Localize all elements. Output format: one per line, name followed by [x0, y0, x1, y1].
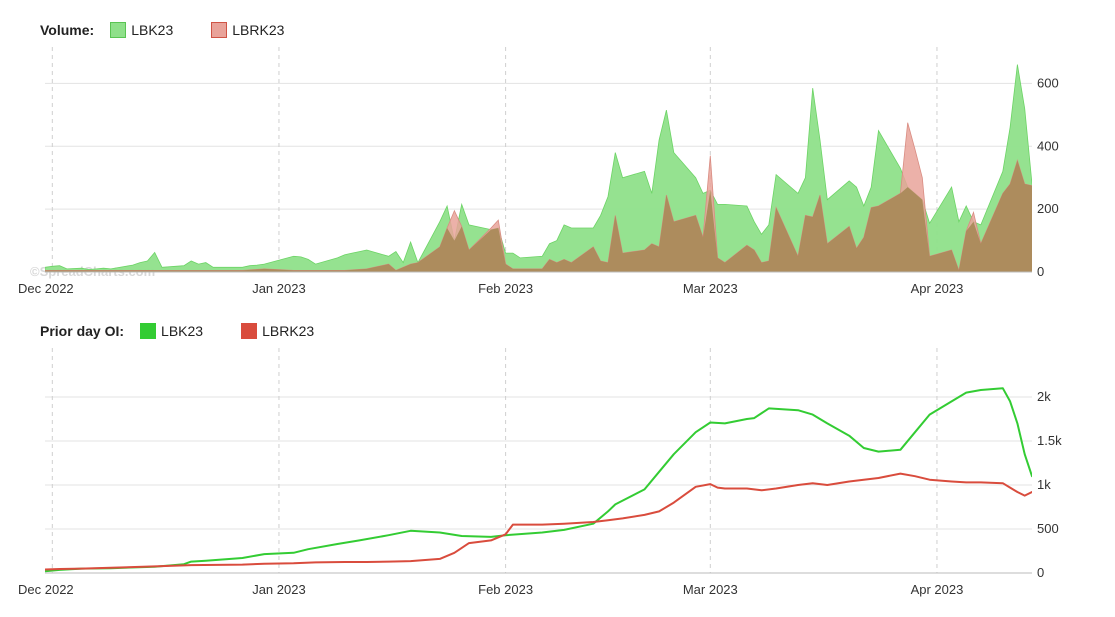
volume-plot-area [45, 64, 1032, 272]
y-tick-label: 1.5k [1037, 433, 1062, 448]
x-tick-label: Jan 2023 [252, 281, 306, 296]
legend-label-lbk23: LBK23 [131, 22, 174, 38]
x-tick-label: Mar 2023 [683, 281, 738, 296]
legend-item-lbk23-volume[interactable]: LBK23 [110, 22, 173, 38]
legend-item-lbrk23-volume[interactable]: LBRK23 [211, 22, 284, 38]
y-tick-label: 0 [1037, 264, 1044, 279]
y-tick-label: 1k [1037, 477, 1051, 492]
legend-swatch-lbrk23 [241, 323, 258, 339]
x-tick-label: Apr 2023 [911, 281, 964, 296]
y-tick-label: 200 [1037, 201, 1059, 216]
x-tick-label: Dec 2022 [18, 281, 74, 296]
oi-legend: Prior day OI: LBK23 LBRK23 [40, 321, 352, 341]
y-tick-label: 400 [1037, 138, 1059, 153]
oi-line-lbrk23 [45, 472, 1032, 571]
volume-legend: Volume: LBK23 LBRK23 [40, 20, 322, 40]
x-tick-label: Feb 2023 [478, 281, 533, 296]
legend-item-lbrk23-oi[interactable]: LBRK23 [241, 323, 314, 339]
volume-overlap-area [45, 160, 1032, 272]
x-tick-label: Apr 2023 [911, 582, 964, 597]
x-tick-label: Jan 2023 [252, 582, 306, 597]
y-tick-label: 500 [1037, 521, 1059, 536]
oi-line-lbk23 [45, 387, 1032, 573]
legend-label-lbrk23: LBRK23 [232, 22, 285, 38]
y-tick-label: 0 [1037, 565, 1044, 580]
legend-label-lbk23: LBK23 [161, 323, 204, 339]
oi-plot-area [45, 387, 1032, 573]
legend-item-lbk23-oi[interactable]: LBK23 [140, 323, 203, 339]
volume-legend-title: Volume: [40, 22, 95, 38]
oi-legend-title: Prior day OI: [40, 323, 125, 339]
legend-swatch-lbk23 [110, 22, 127, 38]
y-tick-label: 2k [1037, 389, 1051, 404]
legend-swatch-lbrk23 [211, 22, 228, 38]
y-tick-label: 600 [1037, 75, 1059, 90]
legend-label-lbrk23: LBRK23 [262, 323, 315, 339]
x-tick-label: Feb 2023 [478, 582, 533, 597]
open-interest-chart: 0 500 1k 1.5k 2k Dec 2022 Jan 2023 Feb 2023 Mar … [18, 348, 1062, 597]
x-tick-label: Mar 2023 [683, 582, 738, 597]
x-tick-label: Dec 2022 [18, 582, 74, 597]
volume-chart: 0 200 400 600 Dec 2022 Jan 2023 Feb 2023 Mar 20… [18, 47, 1059, 296]
legend-swatch-lbk23 [140, 323, 157, 339]
